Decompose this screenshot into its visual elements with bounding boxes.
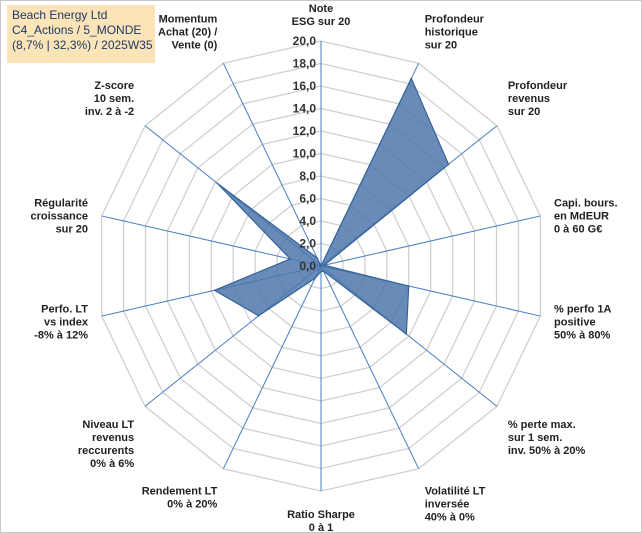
data-point	[322, 270, 325, 272]
axis-label: Achat (20) /	[158, 27, 217, 39]
chart-title-box: Beach Energy Ltd C4_Actions / 5_MONDE (8…	[7, 5, 155, 63]
axis-label: historique	[425, 27, 478, 39]
axis-label: croissance	[31, 210, 88, 222]
axis-spoke	[222, 265, 322, 469]
axis-label: 0 à 1	[309, 522, 333, 533]
axis-label: Note	[309, 3, 333, 15]
data-point	[323, 264, 326, 267]
axis-label: % perfo 1A	[554, 304, 612, 316]
axis-label: vs index	[44, 317, 89, 329]
axis-label: Profondeur	[508, 80, 568, 92]
category-line: C4_Actions / 5_MONDE	[12, 23, 142, 37]
axis-label: 10 sem.	[94, 93, 134, 105]
tick-label: 2,0	[299, 237, 316, 251]
data-point	[216, 182, 219, 185]
tick-label: 0,0	[299, 259, 316, 273]
tick-label: 10,0	[293, 147, 317, 161]
tick-label: 8,0	[299, 169, 316, 183]
axis-label: Z-score	[94, 80, 134, 92]
axis-spoke	[320, 215, 541, 267]
axis-label: revenus	[92, 432, 134, 444]
axis-label: reccurents	[78, 445, 134, 457]
tick-label: 4,0	[299, 214, 316, 228]
axis-label: 0% à 20%	[167, 498, 217, 510]
axis-label: Perfo. LT	[41, 304, 88, 316]
axis-label: 50% à 80%	[554, 330, 610, 342]
company-name: Beach Energy Ltd	[12, 8, 108, 22]
axis-spoke	[320, 265, 420, 469]
data-point	[316, 257, 318, 259]
tick-label: 6,0	[299, 192, 316, 206]
axis-spoke	[101, 215, 322, 267]
axis-label: % perte max.	[508, 419, 576, 431]
axis-label: Niveau LT	[82, 419, 134, 431]
axis-label: Ratio Sharpe	[287, 509, 355, 521]
data-point	[320, 265, 322, 267]
tick-label: 12,0	[293, 124, 317, 138]
axis-label: Capi. bours.	[554, 197, 618, 209]
data-point	[213, 289, 216, 292]
axis-spoke	[222, 63, 322, 267]
axis-label: sur 20	[508, 106, 540, 118]
data-point	[314, 277, 316, 279]
axis-label: positive	[554, 317, 596, 329]
axis-label: Vente (0)	[171, 40, 217, 52]
axis-label: sur 20	[425, 40, 457, 52]
axis-label: inv. 2 à -2	[85, 106, 134, 118]
axis-label: 0% à 6%	[90, 458, 134, 470]
data-point	[407, 285, 410, 287]
axis-label: Rendement LT	[142, 485, 218, 497]
axis-label: 40% à 0%	[425, 511, 475, 523]
axis-label: Régularité	[34, 197, 88, 209]
axis-label: ESG sur 20	[292, 16, 351, 28]
data-point	[410, 77, 413, 80]
performance-line: (8,7% | 32,3%) / 2025W35	[12, 38, 153, 52]
data-point	[447, 163, 450, 166]
tick-label: 14,0	[293, 102, 317, 116]
tick-label: 20,0	[293, 34, 317, 48]
axis-label: -8% à 12%	[34, 330, 88, 342]
axis-label: sur 1 sem.	[508, 432, 562, 444]
axis-label: en MdEUR	[554, 210, 609, 222]
data-point	[289, 258, 292, 260]
axis-label: Volatilité LT	[425, 485, 486, 497]
axis-label: sur 20	[56, 223, 88, 235]
axis-label: Momentum	[159, 14, 218, 26]
tick-label: 18,0	[293, 57, 317, 71]
tick-label: 16,0	[293, 79, 317, 93]
axis-label: inv. 50% à 20%	[508, 445, 586, 457]
data-point	[257, 315, 260, 317]
axis-label: revenus	[508, 93, 550, 105]
axis-label: Profondeur	[425, 14, 485, 26]
axis-label: inversée	[425, 498, 470, 510]
axis-label: 0 à 60 G€	[554, 223, 602, 235]
data-point	[320, 270, 322, 273]
data-point	[405, 333, 408, 335]
